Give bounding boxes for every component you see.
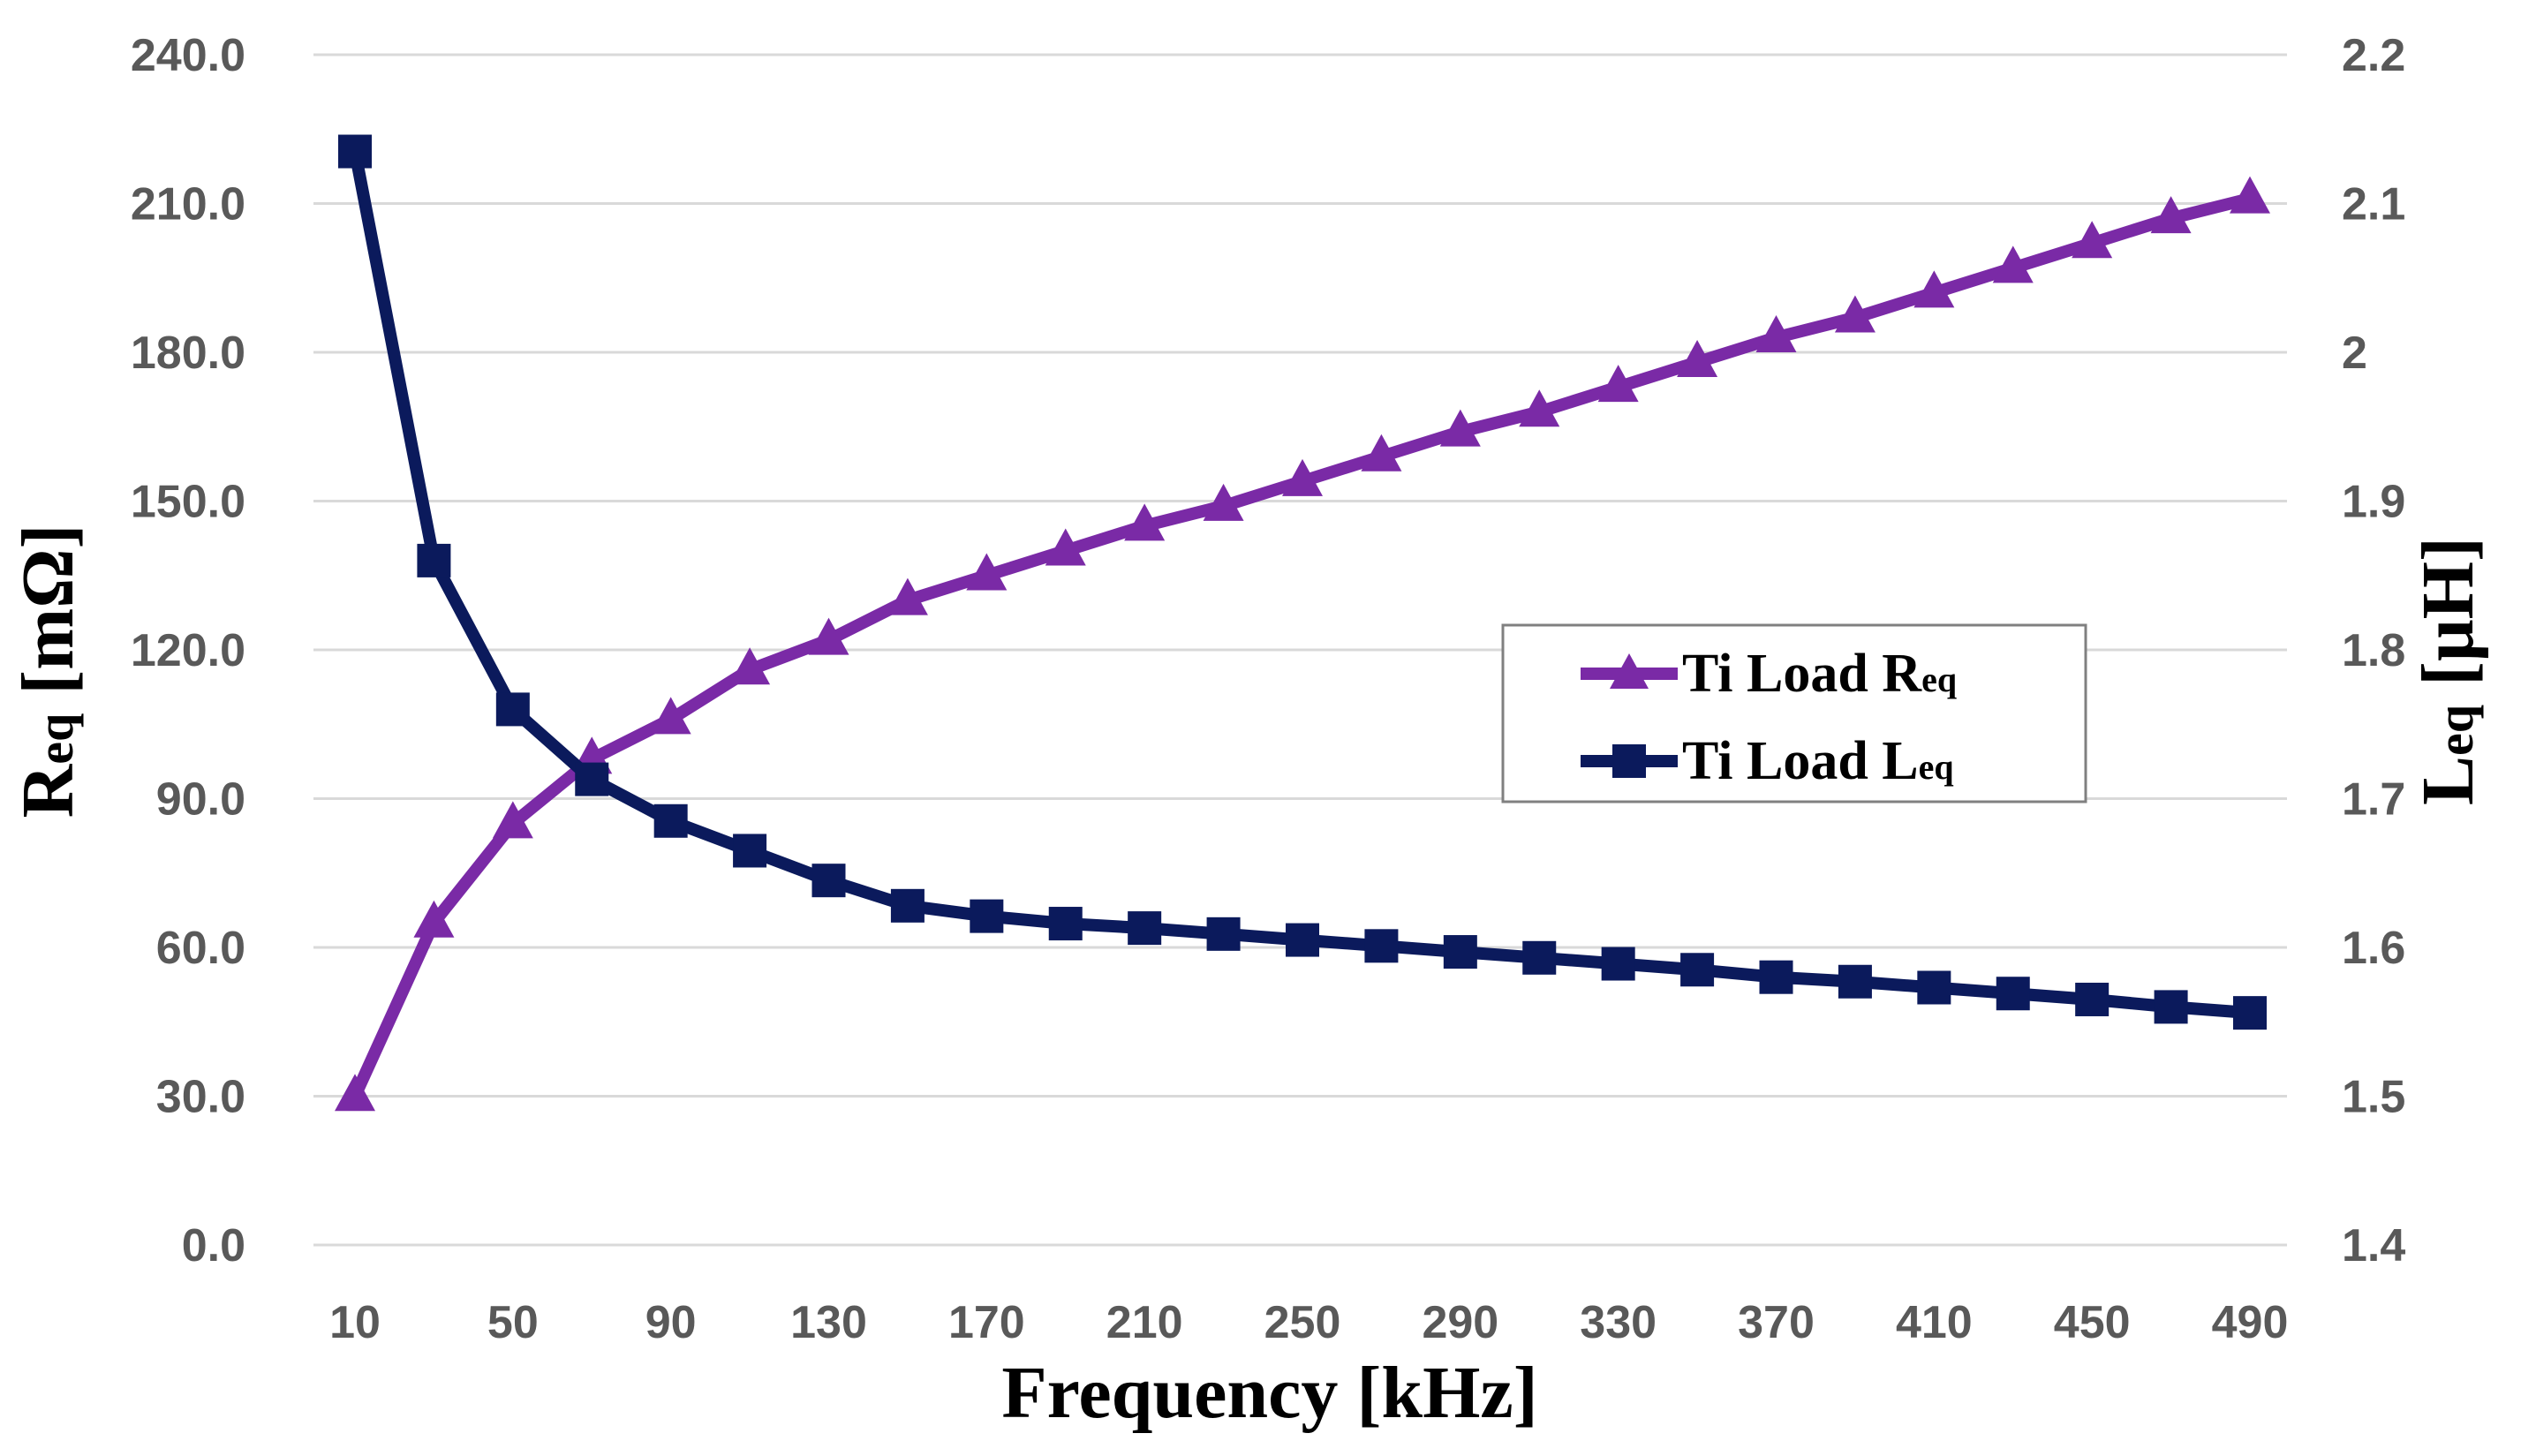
x-tick-label: 290 — [1422, 1297, 1498, 1348]
data-point-triangle — [1597, 365, 1639, 403]
x-tick-label: 330 — [1580, 1297, 1657, 1348]
left-axis-ticks: 0.0 30.0 60.0 90.0 120.0 150.0 180.0 210.0 240.0 — [131, 30, 245, 1271]
data-point-square — [1364, 929, 1399, 963]
y-left-tick-label: 180.0 — [131, 328, 245, 379]
y-left-tick-label: 30.0 — [156, 1072, 245, 1123]
x-tick-label: 250 — [1264, 1297, 1341, 1348]
y-right-tick-label: 2 — [2342, 328, 2367, 379]
y-left-tick-label: 150.0 — [131, 477, 245, 528]
data-point-square — [1601, 947, 1635, 981]
y-right-tick-label: 1.4 — [2342, 1220, 2405, 1271]
data-point-square — [811, 864, 846, 898]
data-point-square — [1838, 964, 1872, 999]
x-tick-label: 170 — [948, 1297, 1025, 1348]
gridlines — [313, 53, 2287, 1247]
data-point-triangle — [1913, 270, 1955, 308]
data-point-square — [653, 803, 688, 838]
x-tick-label: 210 — [1106, 1297, 1183, 1348]
data-point-triangle — [2230, 176, 2270, 214]
data-point-triangle — [413, 900, 455, 938]
data-point-triangle — [1045, 528, 1086, 566]
series-leq — [338, 134, 2267, 1030]
data-point-square — [2233, 996, 2267, 1030]
data-point-triangle — [1439, 409, 1481, 447]
legend-label-leq: Ti Load Leq — [1682, 731, 1954, 791]
right-axis-title: Leq [μH] — [2407, 537, 2489, 805]
data-point-triangle — [808, 617, 849, 655]
series-layer — [335, 134, 2270, 1112]
data-point-triangle — [1677, 340, 1718, 378]
legend-marker-triangle — [1610, 653, 1649, 689]
legend: Ti Load Req Ti Load Leq — [1501, 623, 2087, 803]
left-axis-title: Req [mΩ] — [7, 524, 89, 819]
data-point-triangle — [335, 1074, 375, 1112]
data-point-square — [1917, 970, 1951, 1005]
data-point-triangle — [1282, 458, 1323, 496]
right-axis-ticks: 1.4 1.5 1.6 1.7 1.8 1.9 2 2.1 2.2 — [2342, 30, 2405, 1271]
data-point-triangle — [2150, 196, 2192, 234]
data-point-square — [1996, 977, 2030, 1011]
y-right-tick-label: 2.2 — [2342, 30, 2405, 81]
y-left-tick-label: 0.0 — [182, 1220, 245, 1271]
y-right-tick-label: 1.7 — [2342, 774, 2405, 826]
x-tick-label: 130 — [790, 1297, 867, 1348]
legend-item-req: Ti Load Req — [1581, 644, 1957, 704]
data-point-triangle — [966, 553, 1008, 591]
y-left-tick-label: 120.0 — [131, 625, 245, 676]
x-tick-label: 410 — [1896, 1297, 1973, 1348]
data-point-triangle — [2072, 221, 2113, 259]
data-point-square — [338, 134, 372, 169]
data-point-square — [1443, 935, 1477, 969]
legend-item-leq: Ti Load Leq — [1581, 731, 1954, 791]
y-left-tick-label: 210.0 — [131, 179, 245, 230]
data-point-triangle — [1124, 503, 1166, 541]
x-tick-label: 450 — [2054, 1297, 2131, 1348]
legend-marker-square — [1612, 744, 1646, 778]
x-axis-title: Frequency [kHz] — [1001, 1352, 1537, 1434]
legend-box — [1501, 623, 2087, 803]
data-point-triangle — [492, 801, 533, 839]
data-point-triangle — [1519, 389, 1560, 427]
data-point-square — [733, 834, 767, 868]
y-right-tick-label: 2.1 — [2342, 179, 2405, 230]
data-point-square — [417, 543, 451, 577]
x-tick-label: 50 — [487, 1297, 539, 1348]
x-tick-label: 90 — [645, 1297, 697, 1348]
y-right-tick-label: 1.6 — [2342, 923, 2405, 974]
data-point-square — [1286, 923, 1319, 957]
data-point-square — [1522, 940, 1557, 975]
data-point-square — [495, 692, 530, 727]
data-point-triangle — [1203, 483, 1244, 521]
data-point-square — [890, 888, 925, 923]
y-right-tick-label: 1.9 — [2342, 477, 2405, 528]
data-point-square — [970, 899, 1004, 933]
y-right-tick-label: 1.5 — [2342, 1072, 2405, 1123]
data-point-square — [1680, 953, 1715, 987]
data-point-square — [2075, 982, 2110, 1016]
data-point-square — [1048, 907, 1083, 941]
data-point-square — [1128, 911, 1162, 946]
data-point-triangle — [729, 647, 771, 685]
x-tick-label: 490 — [2212, 1297, 2289, 1348]
y-right-tick-label: 1.8 — [2342, 625, 2405, 676]
legend-label-req: Ti Load Req — [1682, 644, 1957, 704]
x-axis-ticks: 10 50 90 130 170 210 250 290 330 370 410 450 490 — [329, 1297, 2288, 1348]
data-point-triangle — [1834, 295, 1876, 333]
y-left-tick-label: 240.0 — [131, 30, 245, 81]
data-point-triangle — [887, 577, 928, 615]
y-left-tick-label: 90.0 — [156, 774, 245, 826]
data-point-square — [1759, 960, 1793, 994]
data-point-square — [575, 762, 609, 796]
data-point-triangle — [650, 697, 691, 735]
data-point-triangle — [1755, 314, 1797, 352]
x-tick-label: 10 — [329, 1297, 381, 1348]
data-point-square — [1206, 917, 1241, 951]
y-left-tick-label: 60.0 — [156, 923, 245, 974]
data-point-triangle — [1992, 245, 2034, 283]
data-point-square — [2154, 990, 2188, 1024]
data-point-triangle — [1361, 434, 1402, 472]
x-tick-label: 370 — [1738, 1297, 1815, 1348]
